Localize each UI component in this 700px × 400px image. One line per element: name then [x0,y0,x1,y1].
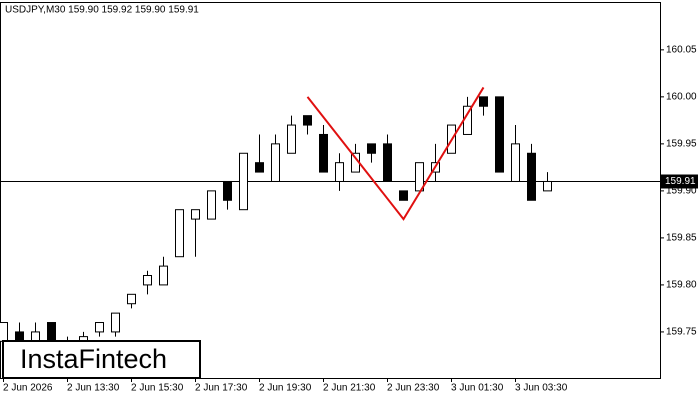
candle-body [495,96,504,173]
logo: InstaFintech [20,344,167,374]
candle-body [47,322,56,342]
candle-body [0,322,8,342]
candle-body [95,322,104,333]
candle-body [319,133,328,173]
candle-body [127,293,136,305]
x-tick-label: 2 Jun 2026 [3,383,53,394]
candle-body [335,162,344,182]
candle-body [175,209,184,258]
candle-body [191,209,200,220]
candle-body [399,190,408,201]
candle-body [303,115,312,126]
y-tick-label: 160.05 [666,44,697,55]
candle-body [239,152,248,211]
x-tick-label: 2 Jun 17:30 [195,383,248,394]
y-tick-label: 160.00 [666,91,697,102]
candle-body [287,124,296,154]
price-label: 159.91 [665,176,696,187]
candle-body [31,331,40,342]
x-tick-label: 2 Jun 15:30 [131,383,184,394]
candle-body [143,275,152,286]
candle-body [367,143,376,154]
candle-body [15,331,24,342]
candle-body [223,180,232,201]
x-tick-label: 2 Jun 21:30 [323,383,376,394]
x-tick-label: 2 Jun 23:30 [387,383,440,394]
candle-body [111,312,120,333]
candle-body [543,180,552,192]
logo-box [2,340,201,379]
candle-body [255,162,264,173]
y-tick-label: 159.90 [666,186,697,197]
candle-body [383,143,392,182]
candle-body [527,152,536,201]
candle-body [479,96,488,107]
candle-body [511,143,520,182]
candle-body [207,190,216,220]
price-label-box [661,174,698,189]
pattern-line [306,86,485,221]
y-tick-label: 159.85 [666,233,697,244]
x-tick-label: 2 Jun 13:30 [67,383,120,394]
x-tick-label: 2 Jun 19:30 [259,383,312,394]
y-tick-label: 159.75 [666,327,697,338]
x-tick-label: 3 Jun 01:30 [451,383,504,394]
candle-body [159,265,168,286]
chart-title: USDJPY,M30 159.90 159.92 159.90 159.91 [5,5,199,16]
candle-body [271,143,280,182]
y-tick-label: 159.95 [666,139,697,150]
x-tick-label: 3 Jun 03:30 [515,383,568,394]
y-tick-label: 159.80 [666,280,697,291]
